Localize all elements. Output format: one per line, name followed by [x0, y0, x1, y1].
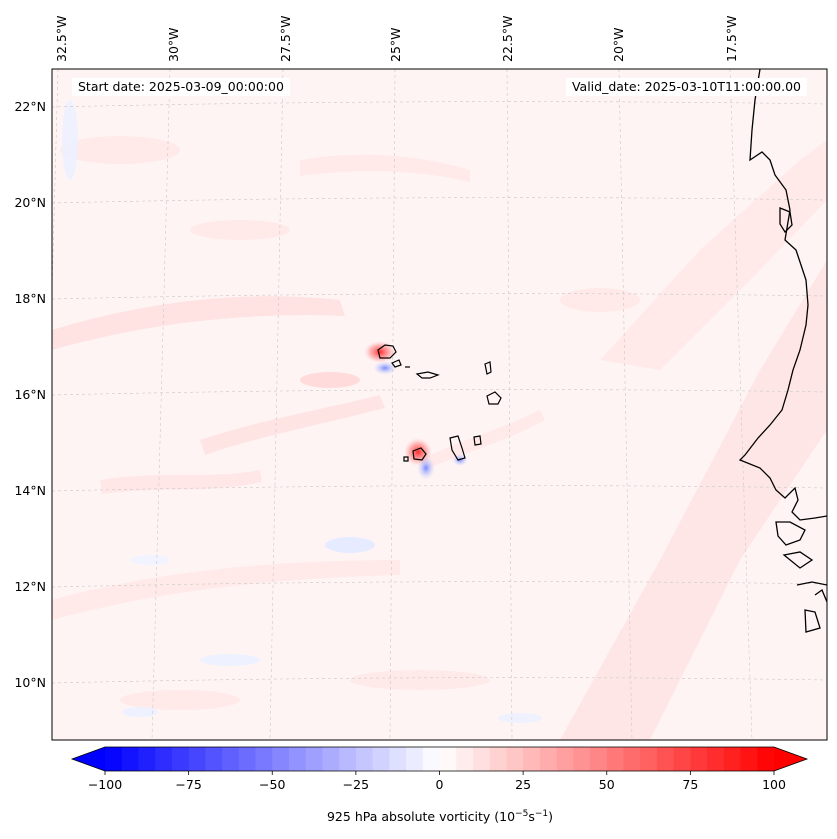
colorbar-step [640, 747, 658, 771]
colorbar-tick-label: 25 [515, 777, 531, 792]
colorbar-tick-label: 50 [599, 777, 615, 792]
colorbar-step [155, 747, 173, 771]
colorbar-label: 925 hPa absolute vorticity (10−5s−1) [327, 809, 553, 824]
colorbar-tick-label: −100 [88, 777, 122, 792]
lon-label: 32.5°W [54, 16, 69, 62]
island-sal [484, 361, 492, 375]
map-panel [51, 68, 828, 741]
cape-verde-islands [377, 344, 502, 462]
colorbar-step [372, 747, 390, 771]
vorticity-field [52, 100, 827, 740]
colorbar-step [489, 747, 508, 771]
colorbar-step [222, 747, 240, 771]
colorbar-step [121, 747, 140, 771]
colorbar-step [389, 747, 407, 771]
colorbar-tick-label: −50 [259, 777, 285, 792]
island-santo-antao [377, 344, 397, 359]
island-boa-vista [486, 391, 502, 405]
lon-label: 25°W [388, 27, 403, 62]
colorbar-tick-label: 100 [762, 777, 786, 792]
colorbar-step [288, 747, 307, 771]
colorbar-steps [105, 747, 775, 771]
latitude-labels: 22°N 20°N 18°N 16°N 14°N 12°N 10°N [14, 99, 46, 690]
colorbar-tick-label: −75 [175, 777, 201, 792]
island-brava [403, 456, 409, 462]
colorbar-step [523, 747, 541, 771]
colorbar-step [272, 747, 290, 771]
colorbar-step [472, 747, 491, 771]
lon-label: 20°W [611, 27, 626, 62]
start-date-label: Start date: 2025-03-09_00:00:00 [72, 78, 290, 96]
colorbar-step [673, 747, 691, 771]
colorbar-step [556, 747, 574, 771]
colorbar-ticks: −100 −75 −50 −25 0 25 50 75 100 [88, 771, 786, 792]
colorbar-step [255, 747, 273, 771]
island-santiago [449, 435, 466, 461]
colorbar-step [355, 747, 374, 771]
lon-label: 17.5°W [724, 16, 739, 62]
island-maio [473, 435, 482, 446]
lat-label: 12°N [14, 579, 46, 594]
valid-date-label: Valid_date: 2025-03-10T11:00:00.00 [565, 78, 807, 96]
colorbar-step [690, 747, 708, 771]
lat-label: 22°N [14, 99, 46, 114]
lat-label: 18°N [14, 291, 46, 306]
colorbar-step [138, 747, 156, 771]
colorbar-step [590, 747, 608, 771]
lon-label: 22.5°W [500, 16, 515, 62]
colorbar-step [339, 747, 357, 771]
colorbar-step [238, 747, 257, 771]
africa-coastline [738, 69, 827, 521]
colorbar-step [606, 747, 625, 771]
colorbar-step [506, 747, 524, 771]
colorbar-step [188, 747, 206, 771]
colorbar-step [757, 747, 775, 771]
colorbar-step [305, 747, 324, 771]
colorbar-min-extend [72, 747, 105, 771]
colorbar-step [456, 747, 474, 771]
lat-label: 16°N [14, 387, 46, 402]
colorbar-step [656, 747, 675, 771]
colorbar-step [205, 747, 223, 771]
map-gridlines [52, 69, 827, 740]
colorbar-step [707, 747, 725, 771]
lat-label: 20°N [14, 195, 46, 210]
colorbar-step [439, 747, 457, 771]
lon-label: 27.5°W [278, 16, 293, 62]
colorbar-step [573, 747, 591, 771]
lat-label: 14°N [14, 483, 46, 498]
colorbar-step [723, 747, 742, 771]
island-fogo [412, 447, 427, 461]
map-frame [51, 68, 828, 741]
colorbar-step [740, 747, 758, 771]
lat-label: 10°N [14, 675, 46, 690]
coastlines [738, 69, 827, 633]
colorbar-step [105, 747, 123, 771]
colorbar-max-extend [774, 747, 807, 771]
colorbar-step [406, 747, 424, 771]
lon-label: 30°W [166, 27, 181, 62]
colorbar-step [539, 747, 558, 771]
colorbar-step [171, 747, 190, 771]
colorbar-step [422, 747, 441, 771]
island-sao-vicente [391, 359, 402, 368]
longitude-labels: 32.5°W 30°W 27.5°W 25°W 22.5°W 20°W 17.5… [54, 16, 739, 62]
colorbar-step [322, 747, 340, 771]
colorbar-tick-label: 75 [682, 777, 698, 792]
colorbar-tick-label: −25 [343, 777, 369, 792]
colorbar-step [623, 747, 641, 771]
colorbar-tick-label: 0 [436, 777, 444, 792]
colorbar: −100 −75 −50 −25 0 25 50 75 100 925 hPa absolute… [70, 746, 809, 824]
island-sao-nicolau [415, 371, 440, 379]
